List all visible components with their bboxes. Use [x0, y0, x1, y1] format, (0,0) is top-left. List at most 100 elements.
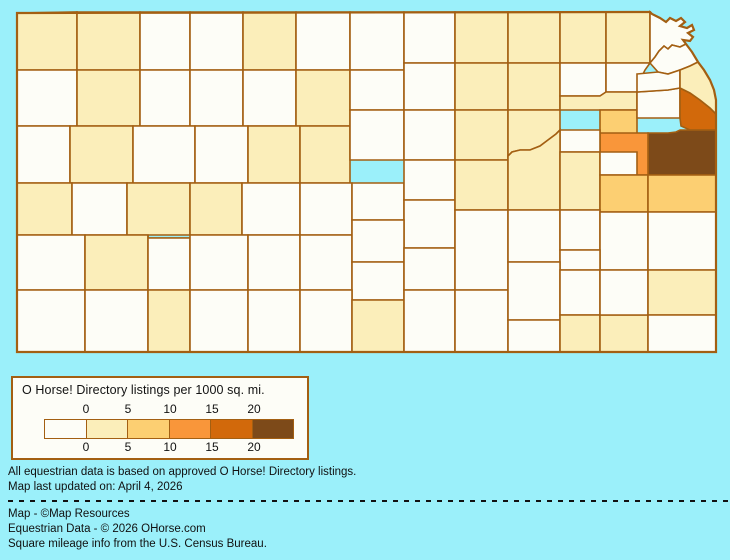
county-hamilton[interactable]	[16, 234, 86, 291]
county-bourbon[interactable]	[647, 269, 717, 316]
county-coffey[interactable]	[559, 209, 601, 251]
county-kearny[interactable]	[84, 234, 149, 291]
county-woodson[interactable]	[559, 249, 601, 271]
county-smith[interactable]	[295, 11, 351, 71]
county-russell[interactable]	[299, 125, 351, 184]
county-wallace[interactable]	[16, 125, 71, 184]
footer-map-credit: Map - ©Map Resources	[8, 508, 130, 520]
county-stanton[interactable]	[16, 289, 86, 353]
county-jewell[interactable]	[349, 11, 405, 71]
county-neosho[interactable]	[559, 314, 601, 353]
county-pottawatomie[interactable]	[559, 62, 607, 97]
county-osage[interactable]	[599, 151, 638, 176]
map-svg[interactable]	[0, 0, 730, 365]
county-clay[interactable]	[454, 62, 509, 111]
county-douglas[interactable]	[559, 129, 601, 153]
county-wilson[interactable]	[559, 269, 601, 316]
county-miami[interactable]	[647, 174, 717, 213]
county-kingman[interactable]	[403, 289, 456, 353]
county-cowley[interactable]	[507, 261, 561, 321]
county-pratt[interactable]	[351, 299, 405, 353]
county-cherokee[interactable]	[647, 314, 717, 353]
county-atchison[interactable]	[636, 68, 681, 93]
legend-swatch-4[interactable]	[211, 420, 253, 438]
county-sheridan[interactable]	[139, 69, 191, 127]
county-logan[interactable]	[69, 125, 134, 184]
county-edwards[interactable]	[299, 289, 353, 353]
county-ford[interactable]	[247, 289, 301, 353]
legend-ticks-top: 0 5 10 15 20	[13, 402, 311, 417]
county-haskell[interactable]	[147, 289, 191, 353]
county-mcpherson[interactable]	[403, 199, 456, 249]
county-ellis[interactable]	[247, 125, 301, 184]
county-grant[interactable]	[84, 289, 149, 353]
legend-color-ramp[interactable]	[44, 419, 294, 439]
county-decatur[interactable]	[139, 11, 191, 71]
county-thomas[interactable]	[76, 69, 141, 127]
county-elk[interactable]	[507, 319, 561, 353]
county-trego[interactable]	[194, 125, 249, 184]
county-crawford[interactable]	[599, 269, 649, 316]
county-marion[interactable]	[454, 159, 509, 211]
county-wichita[interactable]	[71, 182, 128, 236]
legend-swatch-5[interactable]	[252, 420, 293, 438]
county-cloud[interactable]	[403, 62, 456, 111]
county-sherman[interactable]	[16, 69, 78, 127]
county-wyandotte[interactable]	[647, 129, 717, 176]
county-lane[interactable]	[189, 182, 243, 236]
legend-tick-bottom-3: 15	[205, 440, 219, 454]
county-graham[interactable]	[189, 69, 244, 127]
footer: All equestrian data is based on approved…	[0, 465, 730, 560]
county-mitchell[interactable]	[349, 69, 405, 111]
county-greeley[interactable]	[16, 182, 73, 236]
county-jefferson[interactable]	[636, 87, 681, 119]
county-ellsworth[interactable]	[351, 182, 405, 221]
county-norton[interactable]	[189, 11, 244, 71]
county-scott[interactable]	[126, 182, 191, 236]
county-nemaha[interactable]	[559, 11, 607, 64]
county-greenwood[interactable]	[507, 209, 561, 263]
county-ottawa[interactable]	[403, 109, 456, 161]
county-rush[interactable]	[241, 182, 301, 236]
county-cheyenne[interactable]	[16, 11, 78, 71]
county-franklin[interactable]	[599, 174, 649, 213]
county-reno[interactable]	[351, 261, 405, 301]
legend-tick-bottom-4: 20	[247, 440, 261, 454]
county-sumner[interactable]	[454, 289, 509, 353]
legend-swatch-3[interactable]	[169, 420, 211, 438]
county-labette[interactable]	[599, 314, 649, 353]
legend-swatch-0[interactable]	[45, 420, 87, 438]
county-polygons[interactable]	[16, 10, 717, 353]
county-butler[interactable]	[454, 209, 509, 291]
county-brown[interactable]	[605, 11, 651, 64]
legend-tick-bottom-0: 0	[82, 440, 90, 454]
county-pawnee[interactable]	[247, 234, 301, 291]
county-gray[interactable]	[189, 289, 249, 353]
county-republic[interactable]	[403, 11, 456, 64]
county-saline[interactable]	[403, 159, 456, 201]
county-hodgeman[interactable]	[189, 234, 249, 291]
county-phillips[interactable]	[242, 11, 297, 71]
county-linn[interactable]	[647, 211, 717, 271]
county-barton[interactable]	[299, 182, 353, 236]
county-osborne[interactable]	[295, 69, 351, 127]
footer-data-note: All equestrian data is based on approved…	[8, 466, 357, 478]
legend-swatch-2[interactable]	[128, 420, 170, 438]
legend-ticks-bottom: 0 5 10 15 20	[13, 440, 311, 455]
county-lyon[interactable]	[559, 151, 601, 211]
county-harvey[interactable]	[403, 247, 456, 291]
county-rooks[interactable]	[242, 69, 297, 127]
county-gove[interactable]	[132, 125, 196, 184]
kansas-county-map[interactable]	[0, 0, 730, 365]
county-finney[interactable]	[147, 235, 191, 291]
county-stafford[interactable]	[299, 234, 353, 291]
legend-swatch-1[interactable]	[86, 420, 128, 438]
county-rice[interactable]	[351, 219, 405, 263]
county-rawlins[interactable]	[76, 11, 141, 71]
county-riley[interactable]	[507, 62, 561, 111]
county-dickinson[interactable]	[454, 109, 509, 161]
county-lincoln[interactable]	[349, 109, 405, 161]
county-anderson[interactable]	[599, 211, 649, 271]
county-washington[interactable]	[454, 11, 509, 64]
county-marshall[interactable]	[507, 11, 561, 64]
